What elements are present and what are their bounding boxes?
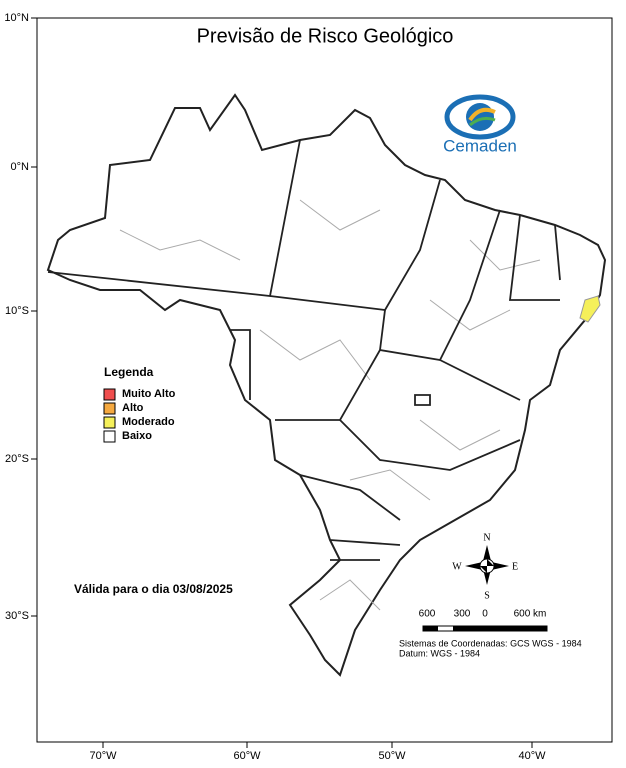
country-outline: [46, 93, 607, 677]
lon-label: 60°W: [233, 750, 261, 762]
logo-text: Cemaden: [443, 136, 517, 155]
legend-label: Moderado: [122, 416, 175, 428]
lon-label: 40°W: [518, 750, 546, 762]
scale-label: 600 km: [514, 609, 547, 620]
coordinate-note: Sistemas de Coordenadas: GCS WGS - 1984: [399, 638, 582, 648]
scale-bar: [422, 625, 548, 632]
scale-label: 600: [419, 609, 436, 620]
legend-swatch: [103, 430, 116, 443]
compass-south: S: [484, 590, 490, 601]
compass-rose: [465, 545, 509, 585]
state-boundaries: [47, 139, 561, 561]
compass-north: N: [483, 532, 490, 543]
legend-swatch: [103, 388, 116, 401]
legend-label: Baixo: [122, 430, 152, 442]
legend-label: Alto: [122, 402, 144, 414]
lat-label: 0°N: [11, 161, 30, 173]
lat-label: 30°S: [5, 610, 29, 622]
coordinate-note: Datum: WGS - 1984: [399, 648, 480, 658]
scale-label: 300: [454, 609, 471, 620]
legend-title: Legenda: [104, 365, 154, 379]
logo: Cemaden: [443, 94, 517, 155]
lat-label: 10°S: [5, 305, 29, 317]
scale-label: 0: [482, 609, 488, 620]
compass-east: E: [512, 561, 518, 572]
compass-west: W: [452, 561, 462, 572]
lon-label: 50°W: [378, 750, 406, 762]
map-title: Previsão de Risco Geológico: [197, 25, 454, 47]
lat-label: 20°S: [5, 453, 29, 465]
moderate-risk-area: [579, 295, 601, 323]
lon-label: 70°W: [89, 750, 117, 762]
legend-swatch: [103, 416, 116, 429]
municipal-boundaries: [119, 199, 541, 611]
legend-swatch: [103, 402, 116, 415]
validity-date: Válida para o dia 03/08/2025: [74, 582, 233, 596]
legend-label: Muito Alto: [122, 388, 176, 400]
brazil-map: [46, 93, 607, 677]
lat-label: 10°N: [4, 12, 29, 24]
